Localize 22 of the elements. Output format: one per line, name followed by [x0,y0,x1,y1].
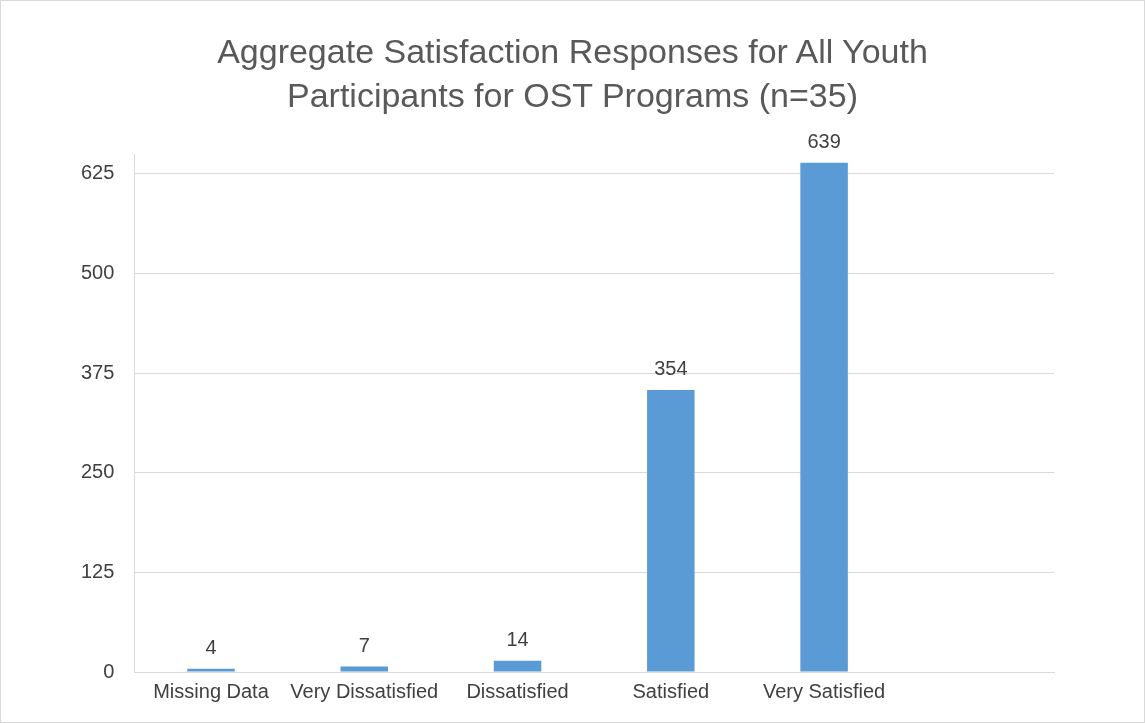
y-tick-label: 625 [80,161,115,184]
y-tick-label: 125 [80,559,115,582]
bar [800,162,848,672]
data-label: 354 [654,357,688,380]
chart-title: Aggregate Satisfaction Responses for All Youth Participants for OST Programs (n=35) [216,31,929,116]
x-tick-label: Satisfied [632,679,710,702]
bar [493,660,542,672]
data-label: 7 [358,633,370,656]
x-tick-label: Dissatisfied [466,679,569,702]
x-tick-label: Missing Data [153,679,270,702]
y-tick-label: 0 [103,659,115,682]
bar [647,389,695,672]
y-tick-label: 500 [80,261,115,284]
data-label: 639 [807,130,841,153]
x-tick-label: Very Dissatisfied [290,679,439,702]
bar [187,668,235,672]
data-label: 4 [205,636,217,659]
y-tick-label: 250 [80,460,115,483]
data-label: 14 [506,628,529,651]
x-tick-label: Very Satisfied [762,679,886,702]
bar [340,666,389,672]
y-tick-label: 375 [80,360,115,383]
